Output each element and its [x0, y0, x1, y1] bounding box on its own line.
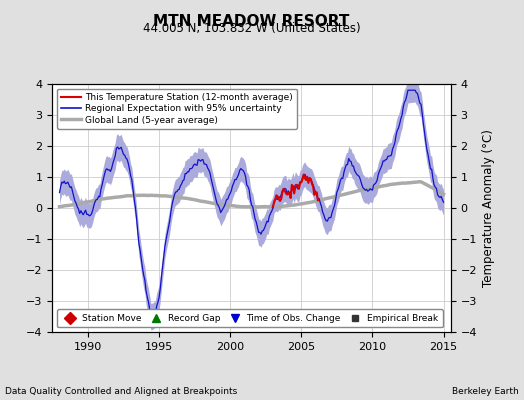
Text: MTN MEADOW RESORT: MTN MEADOW RESORT — [154, 14, 350, 29]
Text: Berkeley Earth: Berkeley Earth — [452, 387, 519, 396]
Y-axis label: Temperature Anomaly (°C): Temperature Anomaly (°C) — [483, 129, 495, 287]
Text: Data Quality Controlled and Aligned at Breakpoints: Data Quality Controlled and Aligned at B… — [5, 387, 237, 396]
Text: 44.005 N, 103.832 W (United States): 44.005 N, 103.832 W (United States) — [143, 22, 361, 35]
Legend: Station Move, Record Gap, Time of Obs. Change, Empirical Break: Station Move, Record Gap, Time of Obs. C… — [57, 310, 443, 328]
